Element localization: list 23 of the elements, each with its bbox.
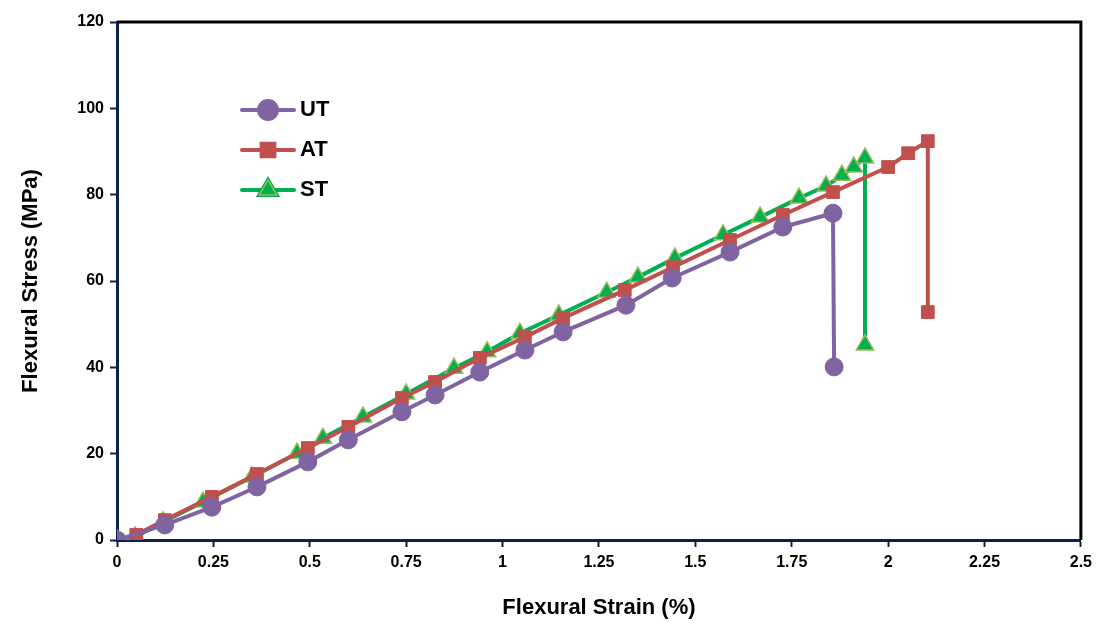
y-tick-label: 60 <box>86 271 105 289</box>
x-tick-label: 2 <box>883 553 893 571</box>
x-tick-label: 2.5 <box>1069 553 1093 571</box>
x-tick-label: 1 <box>498 553 508 571</box>
y-tick-label: 100 <box>77 98 105 116</box>
legend-label: ST <box>300 176 329 202</box>
y-tick-label: 0 <box>95 530 105 548</box>
x-tick-label: 0.25 <box>197 553 230 571</box>
x-tick-label: 1.5 <box>684 553 707 571</box>
y-tick-label: 80 <box>86 185 105 203</box>
x-tick-label: 0.5 <box>298 553 321 571</box>
y-tick-label: 40 <box>86 357 105 375</box>
x-tick-label: 1.75 <box>776 553 808 571</box>
y-axis-title: Flexural Stress (MPa) <box>17 169 43 393</box>
x-tick-label: 1.25 <box>583 553 615 571</box>
x-axis-title: Flexural Strain (%) <box>502 593 696 619</box>
y-tick-label: 120 <box>77 12 105 30</box>
x-tick-label: 0 <box>112 553 122 571</box>
y-tick-label: 20 <box>86 444 105 462</box>
legend-label: UT <box>300 96 330 122</box>
x-tick-label: 2.25 <box>968 553 1001 571</box>
legend-label: AT <box>300 136 329 162</box>
x-tick-label: 0.75 <box>390 553 422 571</box>
